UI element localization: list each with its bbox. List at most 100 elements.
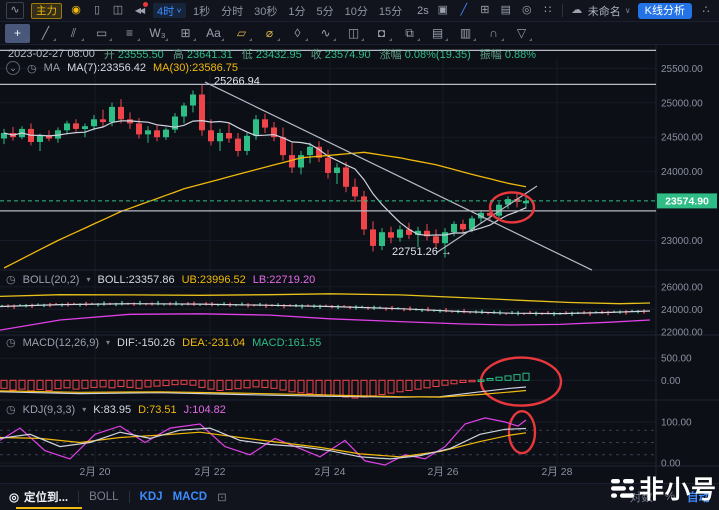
note-tool[interactable]: ▤ xyxy=(425,24,450,43)
timeframe-option-10分[interactable]: 10分 xyxy=(344,5,368,18)
measure-tool[interactable]: ▱ xyxy=(229,24,254,43)
chevron-down-icon[interactable]: ▾ xyxy=(106,338,111,347)
red-circle-annotation[interactable] xyxy=(488,191,536,224)
chevron-down-icon[interactable]: ▾ xyxy=(86,275,91,284)
collapse-icon[interactable]: ⌄ xyxy=(6,61,20,75)
lock-tool[interactable]: ◘ xyxy=(369,24,394,43)
delete-tool[interactable]: ▥ xyxy=(453,24,478,43)
trend-line xyxy=(204,81,593,271)
indicator-tab-boll[interactable]: BOLL xyxy=(89,491,119,503)
change-label: 涨幅 xyxy=(379,49,402,61)
alert-icon[interactable]: ◷ xyxy=(27,62,37,75)
coin-icon[interactable]: ◉ xyxy=(71,4,81,16)
indicator-name-macd[interactable]: MACD(12,26,9) xyxy=(22,336,100,349)
eraser-tool[interactable]: ◊ xyxy=(285,24,310,43)
toolbar-divider xyxy=(561,4,563,17)
axis-tick-label: 0.00 xyxy=(661,458,681,469)
date-tick-label: 2月 24 xyxy=(315,466,346,478)
copy-tool[interactable]: ⧉ xyxy=(397,24,422,43)
change-value: 0.08%(19.35) xyxy=(404,49,471,61)
red-circle-annotation[interactable] xyxy=(507,410,537,455)
macd-legend: ◷ MACD(12,26,9) ▾ DIF:-150.26 DEA:-231.0… xyxy=(6,336,321,350)
drawing-toolbar: + ╱ ⫽ ▭ ≡ W₃ ⊞ Aa ▱ ⌀ ◊ ∿ ◫ ◘ ⧉ ▤ ▥ ∩ ▽ xyxy=(0,22,719,45)
share-icon[interactable]: ∴ xyxy=(702,4,710,16)
circle-measure-tool[interactable]: ⌀ xyxy=(257,24,282,43)
current-price-badge[interactable] xyxy=(657,193,717,209)
timeframe-option-15分[interactable]: 15分 xyxy=(378,5,403,18)
fullscreen-icon[interactable]: ∷ xyxy=(544,4,552,16)
date-tick-label: 2月 28 xyxy=(542,466,573,478)
timeframe-option-1秒[interactable]: 1秒 xyxy=(192,5,211,18)
timeframe-selected[interactable]: 4时 ∨ xyxy=(153,3,186,18)
amplitude-value: 0.88% xyxy=(504,49,537,61)
timeframe-option-30秒[interactable]: 30秒 xyxy=(254,5,278,18)
alert-icon[interactable]: ◷ xyxy=(6,274,16,286)
scale-auto-option[interactable]: 自动 xyxy=(687,492,710,504)
axis-tick-label: 24500.00 xyxy=(661,133,703,144)
kline-analysis-button[interactable]: K线分析 xyxy=(637,2,692,19)
chart-canvas[interactable]: 25266.94 22751.26 → 23574.90 25500.00 25000.… xyxy=(0,45,719,483)
trendline-tool[interactable]: ╱ xyxy=(33,24,58,43)
filter-tool[interactable]: ▽ xyxy=(509,24,534,43)
drawn-annotations[interactable]: 25266.94 22751.26 → xyxy=(0,49,656,455)
indicator-icon[interactable]: ∿ xyxy=(6,2,24,19)
indicator-name-ma[interactable]: MA xyxy=(43,62,61,74)
low-label: 低 xyxy=(241,49,253,61)
edit-indicators-icon[interactable]: ⊡ xyxy=(217,492,227,504)
axis-tick-label: 25000.00 xyxy=(661,98,703,109)
alert-icon[interactable]: ◷ xyxy=(6,337,16,349)
indicator-tab-kdj[interactable]: KDJ xyxy=(139,491,163,503)
replay-speed[interactable]: 2s xyxy=(417,4,429,17)
timeframe-option-分时[interactable]: 分时 xyxy=(221,5,244,18)
camera-icon[interactable]: ▣ xyxy=(437,4,448,16)
scale-percent-option[interactable]: % xyxy=(664,491,675,503)
axis-tick-label: 100.00 xyxy=(661,417,692,428)
brush-tool[interactable]: ∿ xyxy=(313,24,338,43)
replay-icon[interactable]: ◀◀ xyxy=(132,2,148,18)
indicator-name-kdj[interactable]: KDJ(9,3,3) xyxy=(22,403,76,416)
compare-tool[interactable]: ◫ xyxy=(341,24,366,43)
indicator-name-boll[interactable]: BOLL(20,2) xyxy=(22,273,80,286)
ma-legend: ⌄ ◷ MA MA(7):23356.42 MA(30):23586.75 xyxy=(6,61,238,75)
date-tick-label: 2月 22 xyxy=(195,466,226,478)
timeframe-option-5分[interactable]: 5分 xyxy=(316,5,334,18)
kdj-legend: ◷ KDJ(9,3,3) ▾ K:83.95 D:73.51 J:104.82 xyxy=(6,403,226,417)
draw-icon[interactable]: ╱ xyxy=(460,4,468,16)
open-value: 23555.50 xyxy=(117,49,164,61)
text-tool[interactable]: Aa xyxy=(201,24,226,43)
main-force-button[interactable]: 主力 xyxy=(31,2,62,19)
lines-tool[interactable]: ≡ xyxy=(117,24,142,43)
axis-tick-label: 26000.00 xyxy=(661,282,703,293)
d-value: D:73.51 xyxy=(138,403,177,416)
red-circle-annotation[interactable] xyxy=(479,356,563,407)
battery-icon[interactable]: ▯ xyxy=(93,4,101,16)
low-price-annotation: 22751.26 → xyxy=(392,246,452,258)
alert-icon[interactable]: ◷ xyxy=(6,404,16,416)
timeframe-option-1分[interactable]: 1分 xyxy=(288,5,306,18)
date-tick-label: 2月 20 xyxy=(80,466,111,478)
layout-image-icon[interactable]: ▤ xyxy=(500,4,511,16)
ohlc-readout: 2023-02-27 08:00 开 23555.50 高 23641.31 低… xyxy=(8,46,536,62)
chart-region: 25266.94 22751.26 → 23574.90 25500.00 25000.… xyxy=(0,45,719,483)
chevron-down-icon[interactable]: ▾ xyxy=(82,405,87,414)
candlesticks xyxy=(1,84,529,258)
crosshair-tool[interactable]: + xyxy=(5,23,30,43)
close-value: 23574.90 xyxy=(324,49,371,61)
document-menu[interactable]: ☁ 未命名 ∨ xyxy=(570,3,630,19)
order-panel-icon[interactable]: ⊞ xyxy=(480,4,490,16)
panels-icon[interactable]: ◫ xyxy=(112,4,124,16)
axis-tick-label: 24000.00 xyxy=(661,305,703,316)
indicator-tab-macd[interactable]: MACD xyxy=(172,491,208,503)
record-icon[interactable]: ◎ xyxy=(521,4,532,16)
channel-tool[interactable]: ⫽ xyxy=(61,24,86,43)
timeframe-selected-label: 4时 xyxy=(157,5,175,18)
position-tool[interactable]: ⊞ xyxy=(173,24,198,43)
wave-tool[interactable]: W₃ xyxy=(145,24,170,43)
macd-panel xyxy=(0,372,530,399)
watermark: 非小号 xyxy=(609,470,717,506)
locate-button[interactable]: ◎ 定位到... xyxy=(9,489,68,505)
magnet-tool[interactable]: ∩ xyxy=(481,24,506,43)
shape-tool[interactable]: ▭ xyxy=(89,24,114,43)
active-tab-underline xyxy=(16,507,82,509)
scale-log-option[interactable]: 对数 xyxy=(629,492,653,504)
